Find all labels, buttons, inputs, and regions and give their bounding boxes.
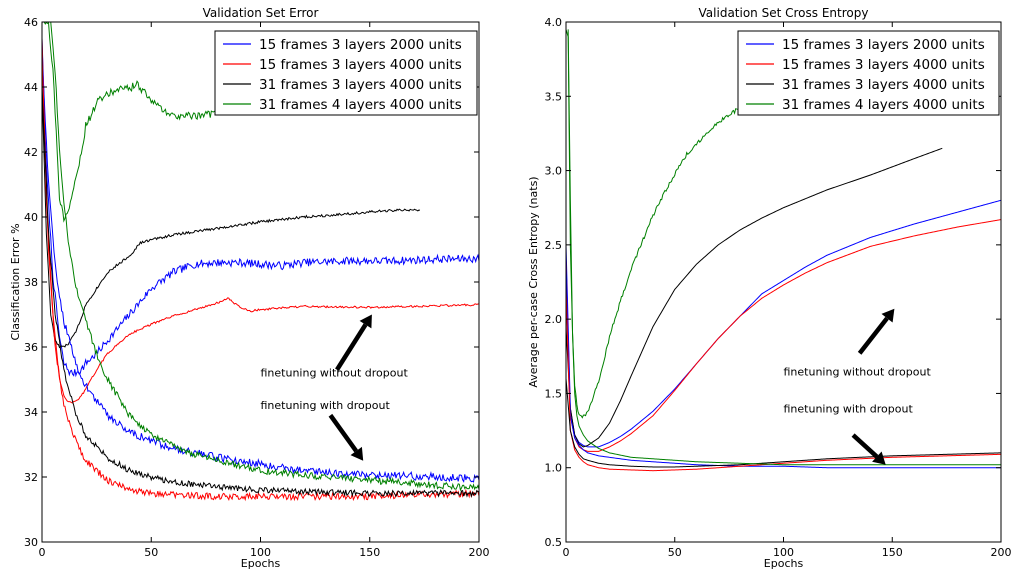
series-line-1 [566,199,1001,448]
legend: 15 frames 3 layers 2000 units 15 frames 3… [214,30,478,116]
series-line-4 [42,22,229,223]
y-tick-label: 32 [24,471,38,484]
y-tick-label: 42 [24,146,38,159]
series-line-6 [566,289,1001,472]
series-line-1 [42,38,479,378]
y-tick-label: 38 [24,276,38,289]
y-tick-label: 46 [24,16,38,29]
validation-set-cross-entropy-panel: 0 50 100 150 200 0.5 1.0 1.5 2.0 2.5 3.0 3.5 4.0 Vali… [527,6,1012,570]
x-tick-label: 150 [359,546,380,559]
chart-title: Validation Set Cross Entropy [699,6,869,20]
legend-label: 15 frames 3 layers 4000 units [782,57,985,73]
arrow-shaft [857,316,889,355]
x-tick-label: 0 [563,546,570,559]
y-axis-label: Average per-case Cross Entropy (nats) [527,176,540,387]
arrow-head [359,314,372,329]
legend-label: 31 frames 4 layers 4000 units [259,97,462,113]
series-line-8 [567,29,1001,466]
annotation-arrow [328,413,364,461]
legend-label: 31 frames 4 layers 4000 units [782,97,985,113]
series-line-2 [566,219,1001,452]
x-tick-label: 150 [882,546,903,559]
series-line-6 [42,54,479,502]
x-tick-label: 50 [668,546,682,559]
y-tick-label: 2.5 [545,239,563,252]
legend-label: 15 frames 3 layers 4000 units [259,57,462,73]
legend-label: 15 frames 3 layers 2000 units [782,37,985,53]
x-tick-label: 0 [39,546,46,559]
x-tick-label: 50 [144,546,158,559]
annotation-arrow [857,308,895,355]
annotation-text: finetuning without dropout [784,366,932,379]
y-tick-label: 34 [24,406,38,419]
y-tick-label: 2.0 [545,313,563,326]
legend-label: 31 frames 3 layers 4000 units [782,77,985,93]
y-tick-label: 3.5 [545,90,563,103]
series-line-4 [566,29,752,419]
y-tick-label: 4.0 [545,16,563,29]
x-axis-label: Epochs [764,557,804,570]
legend-box [737,30,1000,116]
annotation-text: finetuning with dropout [784,403,914,416]
y-tick-label: 30 [24,536,38,549]
series-line-3 [566,147,943,448]
x-tick-label: 200 [469,546,490,559]
series-group [566,29,1001,472]
validation-set-error-panel: 0 50 100 150 200 30 32 34 36 38 40 42 44 46 Validation… [9,6,490,570]
y-tick-label: 36 [24,341,38,354]
series-line-8 [50,22,479,492]
x-tick-label: 200 [991,546,1012,559]
series-line-7 [566,378,1001,468]
legend: 15 frames 3 layers 2000 units 15 frames 3… [737,30,1000,116]
annotation-text: finetuning with dropout [261,399,391,412]
y-tick-label: 44 [24,81,38,94]
arrow-head [881,308,895,323]
x-tick-label: 100 [773,546,794,559]
y-tick-label: 0.5 [545,536,563,549]
y-tick-label: 3.0 [545,165,563,178]
legend-label: 15 frames 3 layers 2000 units [259,37,462,53]
y-axis-label: Classification Error % [9,223,22,340]
annotation-arrow [335,314,372,371]
series-line-7 [42,86,479,498]
series-line-5 [566,259,1001,469]
y-tick-label: 40 [24,211,38,224]
arrow-shaft [851,433,879,459]
x-axis-label: Epochs [241,557,281,570]
y-tick-label: 1.0 [545,462,563,475]
series-line-3 [42,86,421,349]
arrow-shaft [328,413,359,453]
arrow-head [872,451,886,465]
arrow-shaft [335,323,368,371]
series-line-2 [42,38,479,404]
chart-title: Validation Set Error [203,6,319,20]
annotation-text: finetuning without dropout [261,366,409,379]
annotation-arrow [851,433,886,465]
arrow-head [350,446,364,461]
y-tick-label: 1.5 [545,387,563,400]
legend-box [214,30,478,116]
x-tick-label: 100 [250,546,271,559]
legend-label: 31 frames 3 layers 4000 units [259,77,462,93]
series-line-5 [42,54,479,483]
series-group [42,22,479,502]
